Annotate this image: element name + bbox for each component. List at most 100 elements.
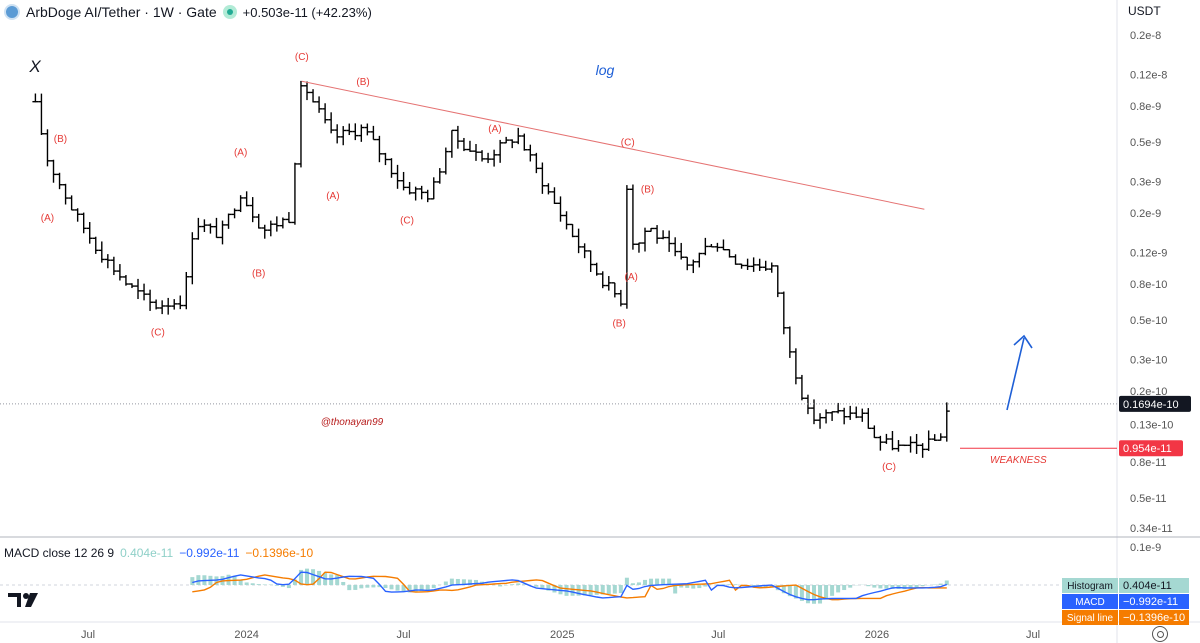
macd-header: MACD close 12 26 9 0.404e-11 −0.992e-11 … — [4, 546, 313, 560]
wave-label: (A) — [625, 272, 638, 283]
ohlc-bar — [479, 150, 486, 162]
ohlc-bar — [539, 162, 546, 194]
ohlc-bar — [370, 125, 377, 141]
ohlc-bar — [201, 219, 208, 232]
macd-histogram-bar — [606, 585, 611, 595]
macd-histogram-bar — [673, 585, 678, 594]
macd-histogram-bar — [311, 569, 316, 585]
ohlc-bar — [448, 129, 455, 158]
macd-histogram-bar — [649, 578, 654, 585]
macd-histogram-bar — [401, 585, 406, 592]
macd-histogram-bar — [467, 579, 472, 585]
ohlc-bar — [762, 260, 769, 271]
macd-histogram-bar — [655, 578, 660, 585]
macd-histogram-bar — [890, 585, 895, 589]
ohlc-bar — [412, 186, 419, 201]
ohlc-bar — [110, 256, 117, 276]
macd-histogram-bar — [799, 585, 804, 601]
ohlc-bar — [62, 183, 69, 205]
macd-histogram-bar — [534, 585, 539, 587]
ohlc-bar — [147, 289, 154, 311]
macd-histogram-bar — [250, 583, 255, 585]
ohlc-bar — [38, 93, 45, 135]
ohlc-bar — [871, 425, 878, 439]
support-price-label: 0.954e-11 — [1123, 443, 1172, 455]
price-tick-label: 0.5e-9 — [1130, 137, 1161, 149]
ohlc-bar — [316, 96, 323, 113]
author-watermark: @thonayan99 — [321, 417, 384, 428]
ohlc-bar — [346, 123, 353, 136]
wave-label: (C) — [151, 328, 165, 339]
macd-histogram-bar — [546, 585, 551, 591]
ohlc-bar — [352, 123, 359, 141]
macd-histogram-bar — [510, 584, 515, 585]
settings-gear-icon[interactable] — [1152, 626, 1168, 642]
tradingview-logo-icon[interactable] — [8, 590, 42, 610]
time-tick-label: Jul — [81, 629, 95, 641]
ohlc-bar — [382, 152, 389, 166]
macd-histogram-bar — [733, 584, 738, 585]
ohlc-bar — [116, 264, 123, 281]
ohlc-bar — [925, 430, 932, 451]
macd-histogram-bar — [872, 585, 877, 588]
macd-histogram-bar — [691, 585, 696, 589]
ohlc-bar — [334, 124, 341, 144]
macd-histogram-bar — [636, 582, 641, 585]
macd-histogram-bar — [256, 584, 261, 585]
ohlc-bar — [563, 211, 570, 230]
ohlc-bar — [629, 184, 636, 250]
macd-histogram-bar — [353, 585, 358, 590]
macd-histogram-bar — [793, 585, 798, 599]
ohlc-bar — [509, 139, 516, 149]
price-tick-label: 0.12e-8 — [1130, 69, 1167, 81]
ohlc-bar — [466, 140, 473, 152]
ohlc-bar — [895, 440, 902, 452]
market-status-icon[interactable] — [222, 5, 237, 19]
macd-indicator-label[interactable]: MACD close 12 26 9 — [4, 546, 115, 560]
price-tick-label: 0.5e-11 — [1130, 493, 1167, 505]
macd-histogram-bar — [425, 585, 430, 591]
ohlc-bar — [183, 271, 190, 310]
ohlc-bar — [207, 223, 214, 234]
ohlc-bar — [533, 152, 540, 174]
macd-histogram-bar — [697, 585, 702, 589]
ohlc-bar — [847, 405, 854, 420]
macd-histogram-bar — [805, 585, 810, 604]
ohlc-bar — [122, 275, 129, 286]
ohlc-bar — [835, 402, 842, 414]
ohlc-bar — [44, 129, 51, 167]
macd-histogram-bar — [540, 585, 545, 589]
ohlc-bar — [666, 230, 673, 252]
macd-histogram-bar — [944, 580, 949, 585]
macd-histogram-bar — [594, 585, 599, 595]
ohlc-bar — [285, 212, 292, 224]
price-tick-label: 0.3e-10 — [1130, 355, 1167, 367]
currency-label[interactable]: USDT — [1128, 4, 1161, 18]
ohlc-bar — [804, 394, 811, 415]
ohlc-bar — [328, 112, 335, 134]
ohlc-bar — [810, 399, 817, 425]
price-tick-label: 0.34e-11 — [1130, 523, 1173, 535]
macd-histogram-bar — [703, 585, 708, 587]
macd-histogram-bar — [274, 585, 279, 586]
macd-histogram-bar — [818, 585, 823, 604]
macd-histogram-bar — [449, 578, 454, 585]
macd-histogram-bar — [824, 585, 829, 600]
ohlc-bar — [98, 241, 105, 263]
ohlc-bar — [231, 208, 238, 219]
macd-histogram-bar — [377, 585, 382, 588]
ohlc-bar — [430, 177, 437, 200]
macd-histogram-bar — [902, 585, 907, 590]
wave-label: (B) — [54, 134, 67, 145]
ohlc-bar — [901, 444, 908, 447]
macd-histogram-bar — [190, 577, 195, 585]
price-tick-label: 0.3e-9 — [1130, 177, 1161, 189]
macd-histogram-bar — [588, 585, 593, 596]
ohlc-bar — [913, 433, 920, 454]
ohlc-bar — [165, 297, 172, 315]
symbol-title[interactable]: ArbDoge AI/Tether · 1W · Gate — [26, 4, 217, 20]
ohlc-bar — [931, 434, 938, 441]
macd-histogram-bar — [667, 578, 672, 585]
ohlc-bar — [883, 433, 890, 444]
